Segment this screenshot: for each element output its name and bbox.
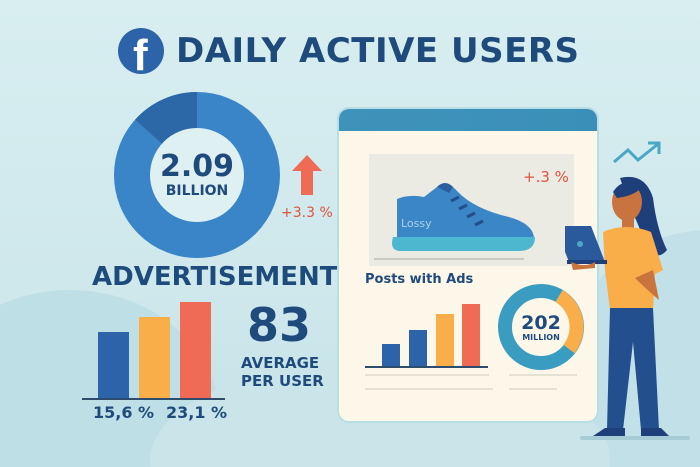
svg-text:Lossy: Lossy xyxy=(401,217,432,230)
placeholder-line xyxy=(509,374,577,376)
posts-donut-center: 202 MILLION xyxy=(511,297,571,357)
posts-title: Posts with Ads xyxy=(365,272,474,287)
ads-bar-chart xyxy=(82,296,227,400)
woman-with-laptop-illustration xyxy=(565,176,669,436)
ads-avg-label-2: PER USER xyxy=(241,372,324,390)
placeholder-line xyxy=(365,374,489,376)
ads-axis xyxy=(82,398,225,400)
arrow-up-icon xyxy=(292,155,322,195)
ad-change: +.3 % xyxy=(523,168,569,186)
posts-bar-3 xyxy=(436,314,454,366)
posts-bar-1 xyxy=(382,344,400,366)
posts-bar-4 xyxy=(462,304,480,366)
posts-axis xyxy=(365,366,488,368)
posts-bar-chart xyxy=(365,304,488,368)
ad-card: Lossy +.3 % xyxy=(369,154,574,266)
dau-change: +3.3 % xyxy=(281,205,333,221)
trend-up-icon xyxy=(613,141,661,164)
ground-shadow xyxy=(580,436,690,440)
placeholder-line xyxy=(365,388,493,390)
posts-bar-2 xyxy=(409,330,427,366)
browser-window: Lossy +.3 % Posts with Ads 202 MILLION xyxy=(337,107,599,423)
ad-progress-line xyxy=(374,258,524,260)
ads-avg-value: 83 xyxy=(247,298,312,352)
shoe-icon: Lossy xyxy=(392,183,535,251)
ads-title: ADVERTISEMENTS xyxy=(92,262,357,292)
dau-unit: BILLION xyxy=(165,183,229,199)
ads-label-right: 23,1 % xyxy=(166,403,228,422)
ads-bar-2 xyxy=(139,317,170,398)
posts-unit: MILLION xyxy=(522,332,560,342)
ads-label-left: 15,6 % xyxy=(93,403,155,422)
ads-avg-label-1: AVERAGE xyxy=(241,354,320,372)
ads-bar-3 xyxy=(180,302,211,398)
page-title: f DAILY ACTIVE USERS xyxy=(118,28,580,74)
title-text: DAILY ACTIVE USERS xyxy=(176,31,580,71)
dau-value: 2.09 xyxy=(159,149,235,184)
ads-bar-1 xyxy=(98,332,129,398)
dau-donut-chart xyxy=(114,92,280,258)
placeholder-line xyxy=(509,388,557,390)
dau-center: 2.09 BILLION xyxy=(150,128,244,222)
facebook-logo-icon: f xyxy=(118,28,164,74)
posts-value: 202 xyxy=(521,311,561,334)
browser-title-bar xyxy=(339,109,597,131)
posts-donut-chart xyxy=(498,284,584,370)
